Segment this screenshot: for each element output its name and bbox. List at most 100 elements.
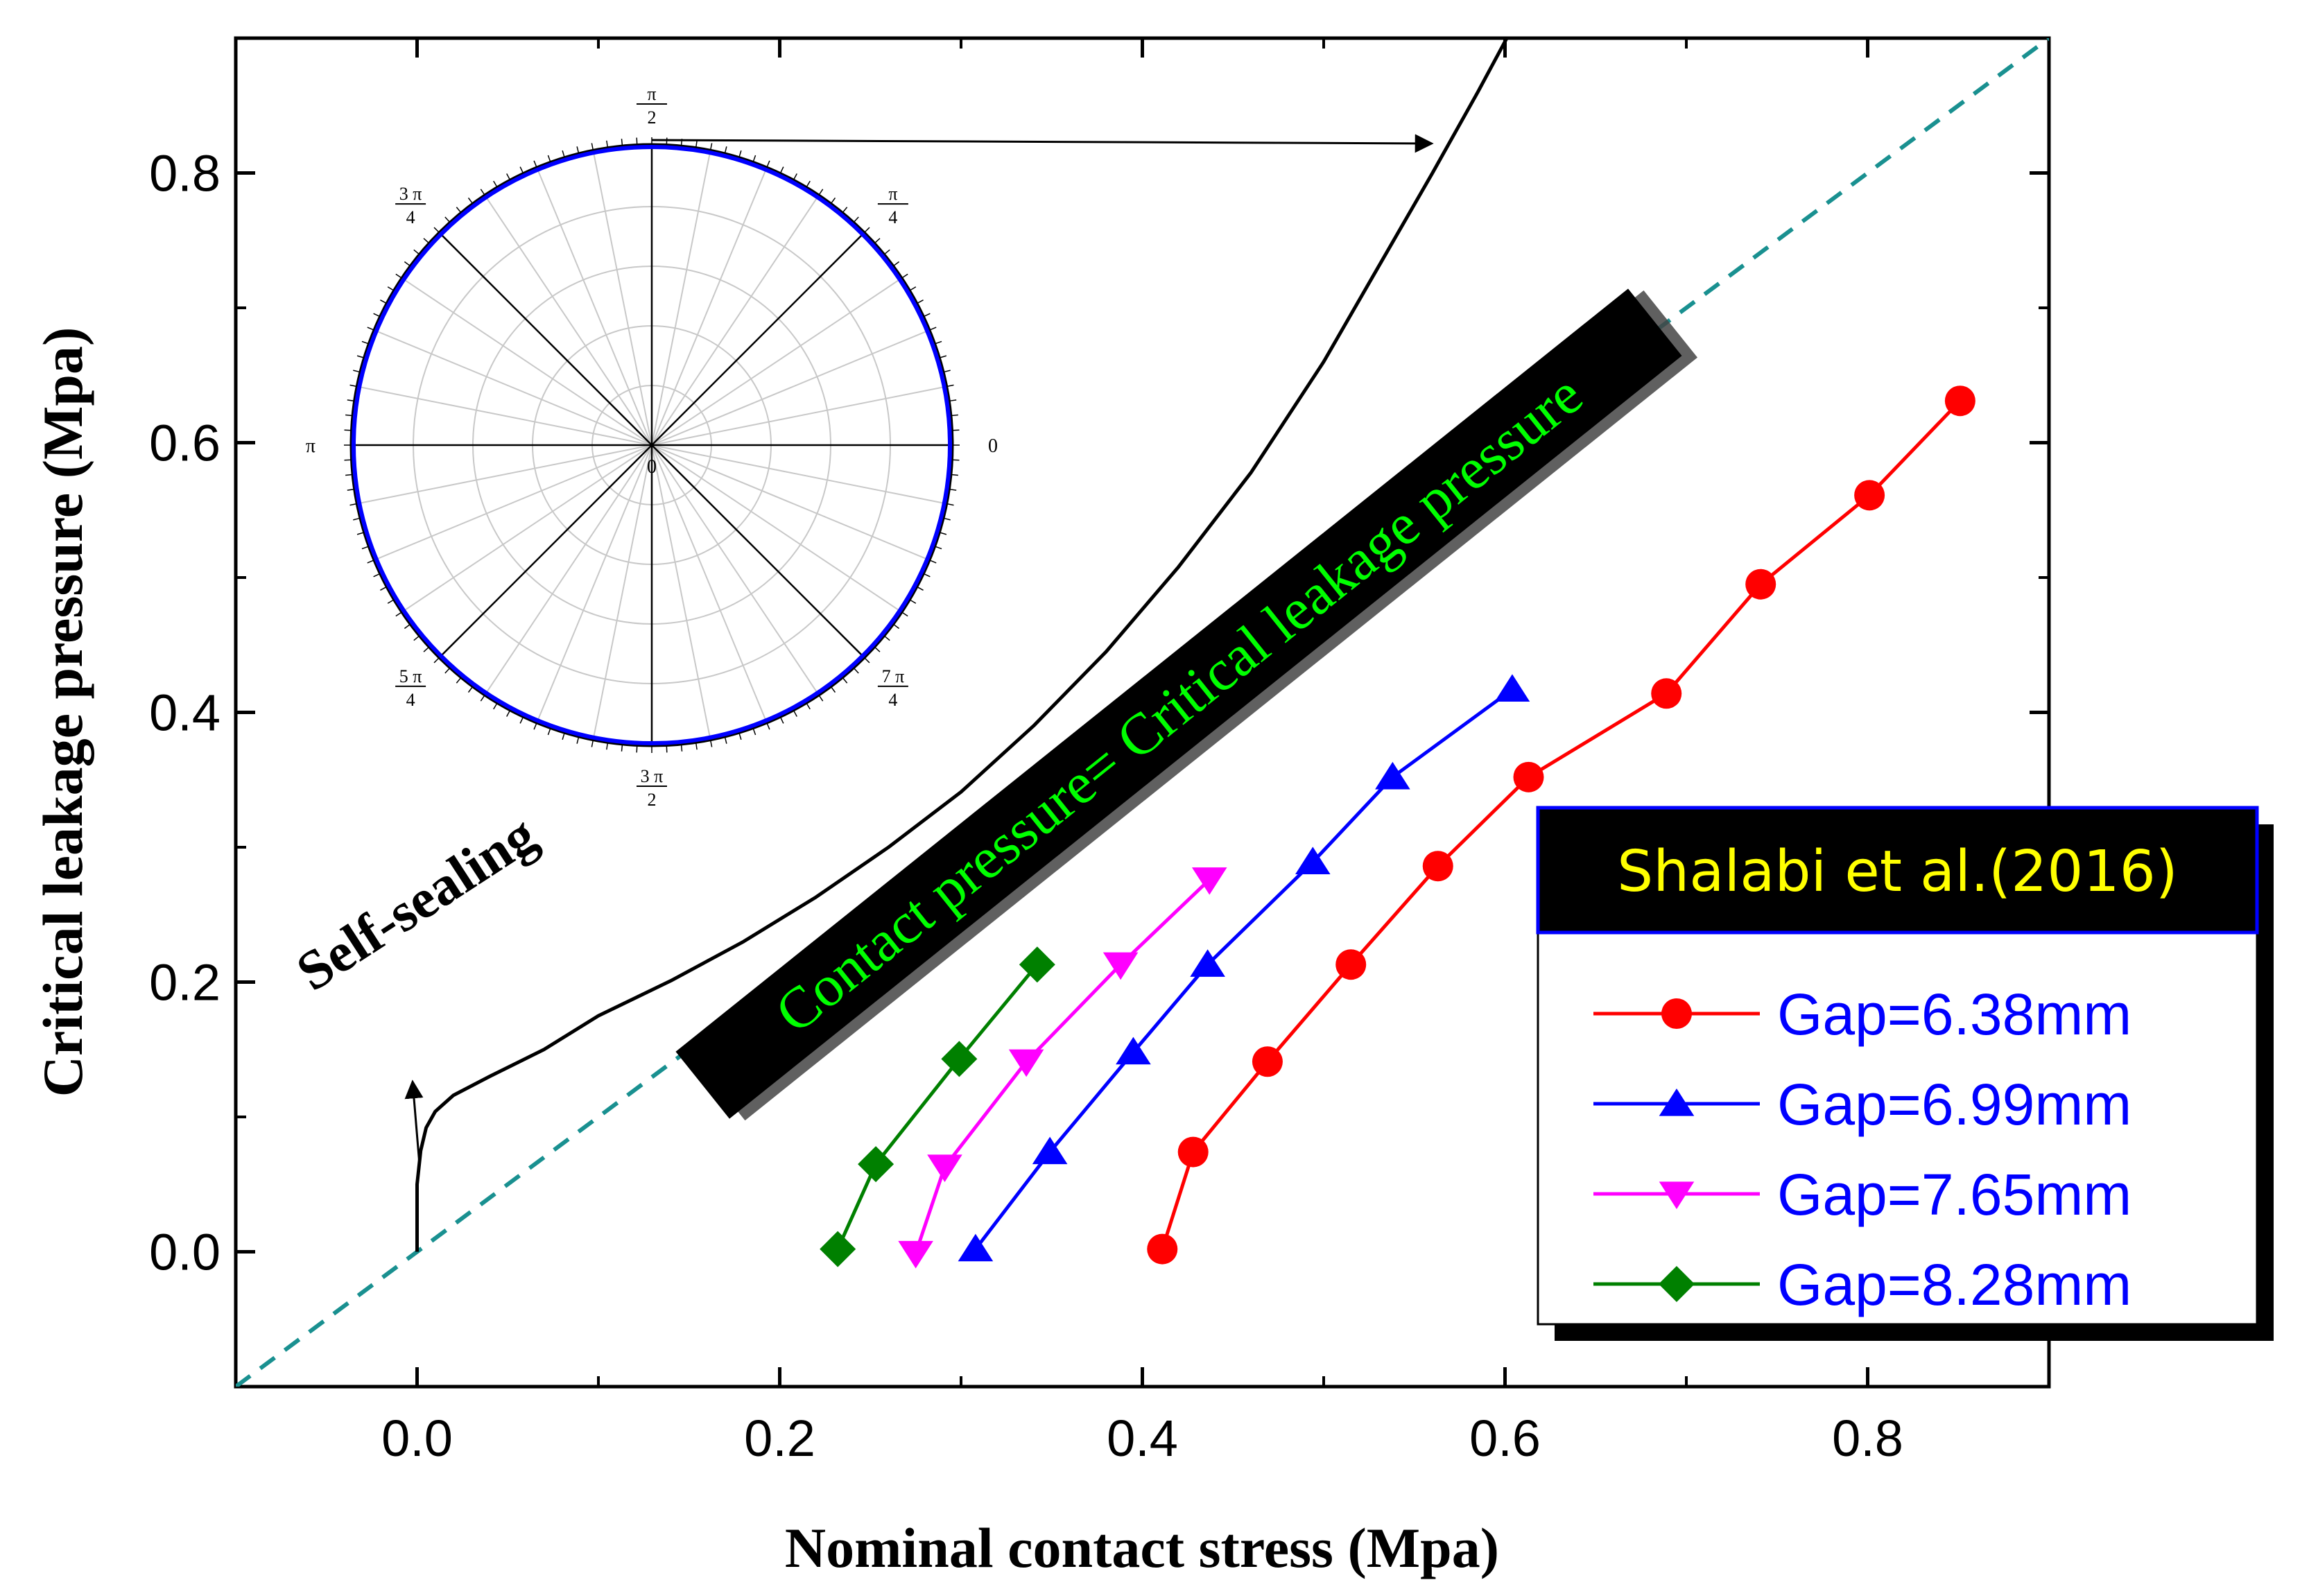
y-tick-label: 0.0 [149, 1224, 220, 1281]
data-point [1008, 1049, 1044, 1077]
polar-ring-tick [361, 340, 369, 345]
data-point [1032, 1136, 1068, 1165]
polar-ring-tick [404, 623, 410, 630]
polar-ring-tick [395, 273, 402, 279]
polar-ring-tick [893, 261, 900, 267]
legend-label: Gap=7.65mm [1777, 1162, 2131, 1227]
polar-ring-tick [884, 249, 890, 255]
polar-grid-spoke [651, 196, 818, 446]
polar-ring-tick [779, 166, 784, 173]
inset-arrow [651, 134, 1434, 153]
polar-angle-label: π4 [877, 184, 908, 227]
polar-grid-spoke [651, 330, 928, 446]
polar-angle-value: 0 [988, 435, 998, 457]
polar-ring-tick [929, 560, 937, 564]
polar-ring-tick [738, 733, 742, 740]
polar-ring-tick [874, 238, 881, 244]
polar-angle-numerator: 3 π [641, 766, 664, 786]
data-point [1375, 761, 1410, 790]
polar-ring-tick [818, 189, 824, 196]
polar-angle-label: 0 [988, 435, 998, 457]
polar-ring-tick [480, 695, 485, 702]
polar-angle-denominator: 4 [888, 207, 897, 227]
polar-ring-tick [353, 517, 361, 521]
polar-ring-tick [413, 249, 420, 255]
x-tick-label: 0.4 [1107, 1409, 1178, 1467]
polar-ring-tick [842, 207, 848, 213]
legend-title-bar [1536, 806, 2259, 935]
polar-ring-tick [456, 207, 462, 213]
polar-ring-tick [738, 150, 742, 157]
data-point [1513, 761, 1544, 792]
polar-grid-spoke [651, 279, 901, 446]
data-point [1190, 949, 1225, 977]
polar-grid-spoke [651, 386, 944, 446]
polar-center-label: 0 [647, 456, 657, 478]
polar-ring-tick [909, 286, 917, 291]
polar-ring-tick [467, 686, 474, 693]
polar-ring-tick [533, 722, 537, 730]
polar-ring-tick [373, 313, 380, 318]
legend-marker [1661, 998, 1692, 1029]
polar-ring-tick [940, 532, 947, 535]
polar-ring-tick [752, 155, 756, 162]
y-tick-label: 0.8 [149, 145, 220, 202]
polar-ring-tick [924, 313, 931, 318]
polar-ring-tick [943, 370, 951, 373]
polar-ring-tick [949, 488, 957, 491]
data-point [1191, 867, 1227, 895]
polar-ring-tick [576, 736, 580, 744]
polar-ring-tick [506, 710, 511, 717]
series-2 [958, 674, 1530, 1262]
data-point [898, 1240, 933, 1269]
polar-ring-tick [423, 238, 429, 244]
polar-grid-spoke [403, 444, 652, 611]
polar-ring-tick [562, 733, 565, 740]
legend-marker [1659, 1181, 1695, 1209]
polar-angle-label: 3 π2 [637, 766, 667, 810]
data-point [1335, 949, 1367, 980]
polar-angle-label: 7 π4 [877, 666, 908, 710]
polar-axis-spoke [651, 234, 863, 446]
polar-angle-label: 5 π4 [395, 666, 426, 710]
axis-ticks: 0.0 0.0 0.2 0.2 0.4 0.4 0.6 0.6 0.8 0.8 [149, 37, 2050, 1467]
polar-angle-numerator: 5 π [399, 666, 422, 686]
polar-ring-tick [709, 740, 713, 747]
polar-ring-tick [367, 327, 374, 331]
polar-ring-tick [387, 286, 395, 291]
polar-ring-tick [347, 399, 354, 402]
x-tick-label: 0.0 [381, 1409, 453, 1467]
polar-grid-spoke [403, 279, 652, 446]
polar-ring-tick [864, 657, 870, 663]
polar-grid-spoke [651, 153, 711, 446]
legend-entry: Gap=8.28mm [1593, 1252, 2131, 1317]
polar-ring-tick [946, 503, 954, 506]
polar-ring-tick [766, 722, 770, 730]
polar-ring-tick [356, 355, 364, 358]
polar-ring-tick [456, 677, 462, 684]
series-1 [1147, 385, 1975, 1265]
data-point [1745, 569, 1776, 600]
polar-angle-numerator: 7 π [882, 666, 905, 686]
polar-ring-tick [901, 611, 908, 617]
polar-ring-tick [793, 173, 797, 180]
polar-ring-tick [547, 155, 551, 162]
polar-ring-tick [444, 216, 451, 223]
polar-ring-tick [874, 646, 881, 652]
polar-ring-tick [724, 146, 727, 154]
data-point [958, 1233, 994, 1262]
polar-ring-tick [413, 635, 420, 641]
x-tick-label: 0.6 [1469, 1409, 1541, 1467]
polar-ring-tick [940, 355, 947, 358]
data-point [1944, 385, 1975, 417]
polar-ring-tick [373, 573, 380, 578]
polar-ring-tick [779, 717, 784, 724]
legend-entry: Gap=6.99mm [1593, 1072, 2131, 1137]
polar-grid-spoke [359, 386, 652, 446]
legend-entry: Gap=7.65mm [1593, 1162, 2131, 1227]
polar-ring-tick [752, 728, 756, 736]
polar-ring-tick [356, 532, 364, 535]
polar-grid-spoke [537, 169, 652, 446]
polar-curve [352, 145, 952, 745]
polar-ring-tick [433, 227, 440, 233]
